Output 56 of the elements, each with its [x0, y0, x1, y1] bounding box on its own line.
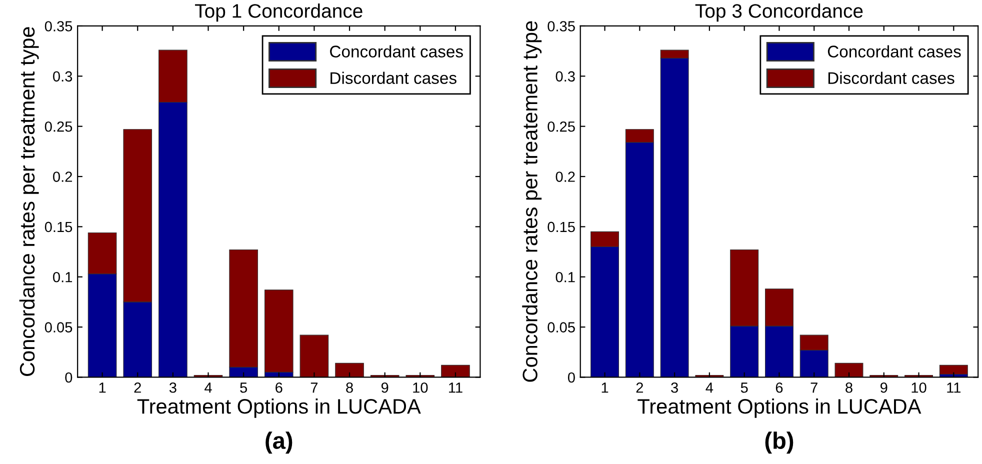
y-tick-label: 0.25: [44, 121, 72, 132]
y-tick-label: 0.35: [548, 21, 575, 32]
y-tick-label: 0: [568, 372, 575, 383]
y-tick-label: 0.05: [548, 322, 575, 332]
text: (b): [765, 432, 794, 454]
x-tick-label: 7: [810, 382, 818, 393]
y-tick-label: 0.1: [556, 272, 575, 282]
x-tick-label: 5: [240, 382, 248, 393]
y-tick-label: 0.35: [44, 21, 72, 32]
y-tick-label: 0.15: [548, 222, 575, 232]
chart-title: Top 1 Concordance: [195, 4, 362, 22]
text: (a): [266, 432, 292, 454]
bar: [264, 290, 294, 372]
x-tick-label: 7: [310, 382, 318, 393]
x-tick-label: 4: [706, 382, 714, 393]
chart-title: Top 3 Concordance: [695, 4, 863, 22]
y-axis-title: Concordance rates per treatement type: [522, 21, 542, 382]
x-tick-label: 3: [169, 382, 176, 393]
y-tick-label: 0.25: [548, 121, 575, 132]
x-tick-label: 8: [346, 382, 353, 393]
x-tick-label: 4: [204, 382, 212, 393]
x-tick-label: 1: [99, 382, 106, 393]
bar: [300, 334, 329, 378]
x-tick-label: 6: [776, 382, 783, 393]
x-tick-label: 3: [671, 382, 678, 393]
bar: [834, 362, 864, 378]
y-tick-label: 0.2: [556, 172, 575, 182]
x-tick-label: 1: [602, 382, 608, 393]
legend-label: Discordant cases: [828, 72, 954, 84]
y-tick-label: 0.3: [556, 71, 575, 82]
y-tick-label: 0: [65, 372, 72, 383]
y-tick-label: 0.15: [44, 222, 72, 232]
x-tick-label: 9: [880, 382, 888, 393]
y-tick-label: 0.3: [53, 71, 72, 82]
y-axis-title: Concordance rates per treatment type: [19, 27, 39, 376]
bar: [441, 364, 470, 378]
x-tick-label: 8: [846, 382, 852, 393]
x-axis-title: Treatment Options in LUCADA: [638, 398, 922, 418]
bar: [335, 362, 364, 378]
x-tick-label: 11: [947, 382, 961, 393]
x-tick-label: 5: [740, 382, 748, 393]
x-tick-label: 2: [636, 382, 643, 393]
x-tick-label: 2: [134, 382, 141, 393]
x-tick-label: 11: [449, 382, 462, 393]
y-tick-label: 0.1: [53, 272, 72, 282]
x-tick-label: 6: [276, 382, 282, 393]
bar: [939, 364, 968, 374]
x-tick-label: 10: [413, 382, 428, 393]
legend-label: Concordant cases: [330, 45, 463, 58]
x-axis-title: Treatment Options in LUCADA: [137, 398, 421, 418]
x-tick-label: 9: [381, 382, 388, 393]
y-tick-label: 0.2: [53, 172, 72, 182]
x-tick-label: 10: [912, 382, 926, 393]
legend-label: Discordant cases: [330, 72, 456, 84]
legend-label: Concordant cases: [828, 45, 961, 58]
y-tick-label: 0.05: [44, 322, 72, 332]
